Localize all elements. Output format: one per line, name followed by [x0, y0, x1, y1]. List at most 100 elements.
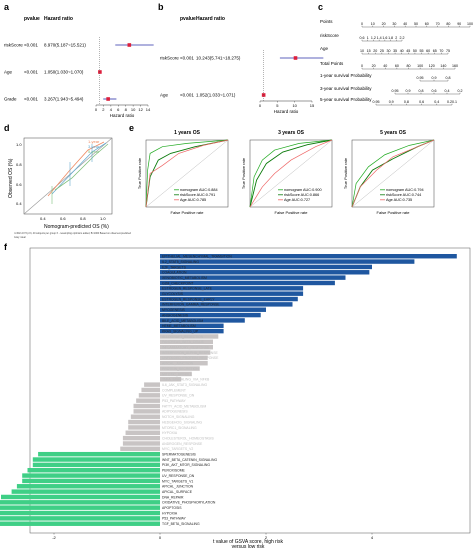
gsva-bar-label: ADIPOGENESIS — [162, 410, 188, 414]
gsva-bar — [138, 393, 160, 398]
nomogram-tick-label: 160 — [452, 64, 458, 68]
nomogram-tick-label: 1 — [367, 36, 369, 40]
panel-a-forest: pvalue Hazard ratio riskScore <0.001 8.970… — [4, 16, 154, 118]
nomogram-tick-label: 10 — [360, 49, 364, 53]
nomogram-tick-label: 80 — [407, 64, 411, 68]
gsva-bar-label: MYOGENESIS — [162, 308, 186, 312]
gsva-bar-label: MYC_TARGETS_V2 — [162, 447, 193, 451]
forest-tick-label: 10 — [292, 103, 297, 108]
forest-b-header-pvalue: pvalue — [180, 16, 196, 22]
nomogram-tick-label: 80 — [446, 22, 450, 26]
roc-legend-label: Age AUC:0.727 — [284, 198, 310, 202]
forest-tick-label: 10 — [131, 107, 136, 112]
calibration-ytick: 0.8 — [16, 162, 22, 167]
gsva-bar — [160, 259, 415, 264]
calibration-legend-5: 5-year — [88, 149, 100, 154]
nomogram-tick-label: 10 — [371, 22, 375, 26]
nomogram-tick-label: 60 — [426, 49, 430, 53]
forest-tick-label: 0 — [95, 107, 98, 112]
forest-row-hr-text: 8.970(5.187~15.521) — [44, 43, 86, 48]
gsva-frame — [29, 247, 471, 534]
gsva-bar-label: HYPOXIA — [162, 431, 178, 435]
roc-legend-label: riskScore AUC:0.866 — [284, 193, 319, 197]
forest-b-header-hr: Hazard ratio — [196, 16, 225, 22]
gsva-bar — [160, 318, 245, 323]
calibration-xtick: 0.4 — [40, 216, 46, 221]
gsva-bar — [1, 494, 160, 500]
nomogram-tick-label: 35 — [393, 49, 397, 53]
nomogram-tick-label: 15 — [367, 49, 371, 53]
forest-row-hr-text: 1.052(1.033~1.071) — [196, 93, 236, 98]
forest-row-hr-text: 10.243(5.741~18.275) — [196, 56, 241, 61]
nomogram-tick-label: 0.6 — [360, 36, 365, 40]
forest-row-pvalue: <0.001 — [24, 97, 38, 102]
gsva-bar-label: INFLAMMATORY_RESPONSE — [162, 346, 210, 350]
gsva-bar — [32, 457, 160, 462]
nomogram-tick-label: 60 — [395, 64, 399, 68]
gsva-bar-label: APICAL_JUNCTION — [162, 362, 194, 366]
roc-legend-label: Age AUC:0.785 — [180, 198, 206, 202]
gsva-bar — [160, 350, 211, 355]
nomogram-tick-label: 100 — [467, 22, 473, 26]
gsva-bar — [160, 286, 304, 291]
gsva-bar — [160, 254, 457, 259]
gsva-bar — [141, 387, 160, 393]
nomogram-tick-label: 55 — [420, 49, 424, 53]
nomogram-tick-label: 140 — [440, 64, 446, 68]
gsva-bar-label: TGF_BETA_SIGNALING — [162, 522, 200, 526]
gsva-bar — [160, 307, 266, 312]
nomogram-row-name: 1-year survival Probability — [320, 73, 372, 78]
gsva-bar — [160, 334, 219, 339]
gsva-bar — [27, 468, 160, 473]
gsva-bar — [38, 451, 160, 457]
gsva-bar-label: COMPLEMENT — [162, 388, 186, 392]
forest-a-header-hr: Hazard ratio — [44, 16, 73, 22]
gsva-bar-label: UV_RESPONSE_DN — [162, 394, 195, 398]
nomogram-tick-label: 0.8 — [404, 100, 409, 104]
gsva-bar-label: ESTROGEN_RESPONSE_EARLY — [162, 297, 215, 301]
roc-frame — [145, 139, 229, 208]
gsva-bar-label: PROTEIN_SECRETION — [162, 367, 199, 371]
nomogram-tick-label: 70 — [436, 22, 440, 26]
nomogram-tick-label: 0.9 — [389, 100, 394, 104]
gsva-bar — [160, 377, 182, 382]
gsva-bar — [128, 419, 160, 425]
gsva-bar-label: P53_PATHWAY — [162, 517, 187, 521]
gsva-bar-label: PANCREAS_BETA_CELLS — [162, 340, 204, 344]
forest-row-pvalue: <0.001 — [180, 56, 194, 61]
gsva-bar — [0, 500, 161, 505]
forest-tick-label: 4 — [110, 107, 113, 112]
calibration-5year-line — [54, 143, 109, 191]
nomogram-tick-label: 40 — [403, 22, 407, 26]
nomogram-tick-label: 70 — [439, 49, 443, 53]
gsva-tick-label: 4 — [371, 535, 374, 540]
roc-legend-label: riskScore AUC:0.744 — [386, 193, 421, 197]
gsva-bar — [160, 291, 304, 296]
calibration-frame — [23, 137, 113, 215]
nomogram-tick-label: 0.6 — [419, 100, 424, 104]
gsva-bar-label: NOTCH_SIGNALING — [162, 415, 195, 419]
gsva-xlabel-line1: t value of GSVA score, high risk — [213, 539, 283, 545]
gsva-bar — [160, 323, 224, 328]
nomogram-tick-label: 90 — [457, 22, 461, 26]
gsva-bar-label: PI3K_AKT_MTOR_SIGNALING — [162, 463, 210, 467]
calibration-3year-line — [51, 142, 107, 195]
gsva-bar-label: IL2_STAT5_SIGNALING — [162, 260, 199, 264]
calibration-ytick: 1.0 — [16, 142, 22, 147]
forest-tick-label: 0 — [259, 103, 262, 108]
gsva-bar — [136, 398, 160, 403]
gsva-bar — [160, 328, 224, 334]
roc-curve — [249, 139, 333, 208]
gsva-xlabel-line2: versus low risk — [232, 544, 265, 550]
roc-ylabel: True Positive rate — [137, 157, 142, 189]
gsva-bar-label: WNT_BETA_CATENIN_SIGNALING — [162, 458, 217, 462]
roc-xlabel: False Positive rate — [377, 210, 411, 215]
nomogram-tick-label: 0.95 — [417, 76, 424, 80]
nomogram-tick-label: 0.4 — [434, 100, 439, 104]
gsva-bar — [0, 516, 161, 521]
roc-diagonal — [351, 139, 435, 208]
gsva-bar-label: KRAS_SIGNALING_UP — [162, 329, 199, 333]
nomogram-row-name: Points — [320, 19, 333, 24]
